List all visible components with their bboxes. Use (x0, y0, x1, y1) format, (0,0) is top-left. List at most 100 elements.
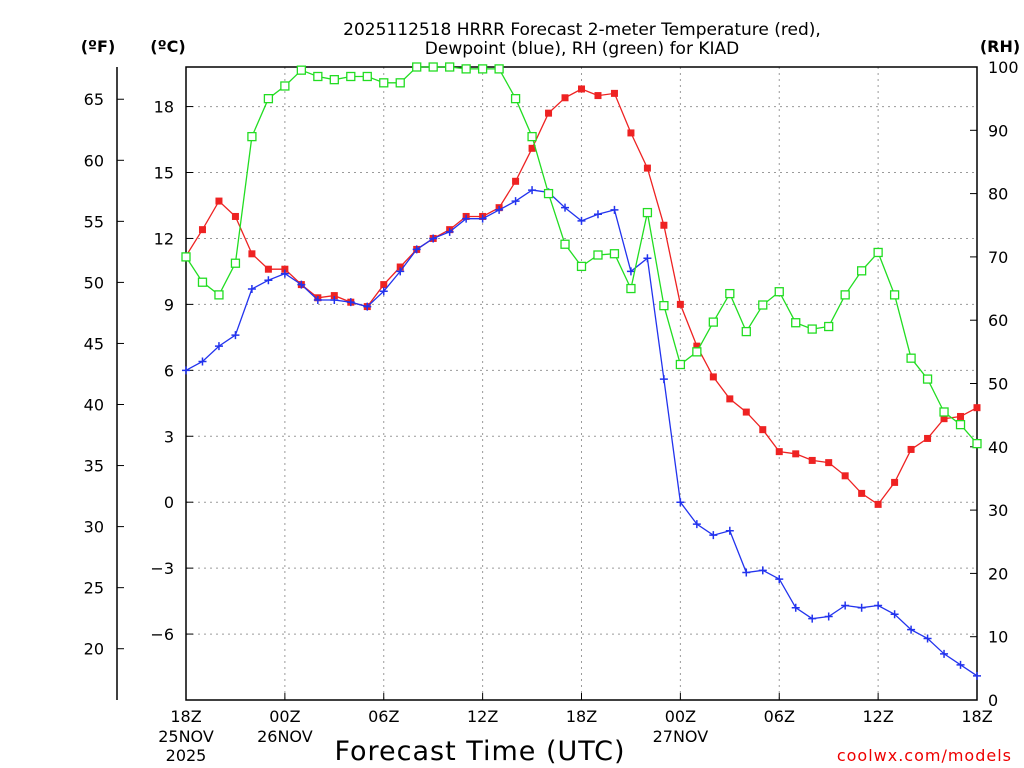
relative-humidity-point (329, 75, 339, 85)
fahrenheit-tick-label: 20 (84, 640, 104, 659)
fahrenheit-tick-label: 65 (84, 90, 104, 109)
dewpoint-point (742, 568, 751, 577)
relative-humidity-line (185, 66, 978, 445)
dewpoint-point (725, 526, 734, 535)
celsius-tick-label: 18 (154, 98, 174, 117)
source-credit[interactable]: coolwx.com/models (837, 746, 1012, 765)
dewpoint-point (264, 276, 273, 285)
relative-humidity-point (280, 81, 290, 91)
dewpoint-point (758, 566, 767, 575)
relative-humidity-point (659, 300, 669, 311)
temperature-point (874, 500, 882, 508)
relative-humidity-point (214, 290, 224, 300)
year-label: 2025 (166, 746, 207, 765)
relative-humidity-point (642, 207, 653, 218)
dewpoint-point (231, 331, 240, 340)
temperature-point (610, 89, 618, 97)
temperature-point (627, 129, 635, 137)
temperature-point (396, 263, 404, 271)
dewpoint-point (412, 245, 421, 254)
dewpoint-point (692, 520, 701, 529)
dewpoint-point (280, 269, 289, 278)
gridlines (186, 67, 977, 700)
relative-humidity-point (477, 64, 488, 74)
time-tick-label: 06Z (764, 707, 795, 726)
dewpoint-point (940, 649, 949, 658)
temperature-point (594, 92, 602, 100)
relative-humidity-point (708, 317, 718, 327)
dewpoint-point (511, 197, 520, 206)
dewpoint-point (808, 614, 817, 623)
temperature-point (528, 144, 536, 152)
dewpoint-point (643, 254, 652, 263)
relative-humidity-point (576, 261, 587, 272)
relative-humidity-point (807, 324, 817, 334)
temperature-point (561, 94, 569, 102)
time-tick-label: 00Z (269, 707, 300, 726)
relative-humidity-point (510, 94, 521, 104)
dewpoint-point (495, 205, 504, 214)
temperature-point (792, 450, 800, 458)
relative-humidity-point (346, 71, 356, 82)
relative-humidity-point (428, 62, 438, 72)
temperature-point (231, 212, 239, 220)
temperature-point (198, 226, 206, 234)
dewpoint-point (973, 671, 981, 680)
fahrenheit-tick-label: 30 (84, 518, 104, 537)
dewpoint-point (198, 357, 207, 366)
temperature-point (512, 177, 520, 185)
dewpoint-point (396, 267, 405, 276)
dewpoint-point (247, 284, 256, 293)
dewpoint-point (923, 634, 932, 643)
dewpoint-point (775, 575, 784, 584)
temperature-point (693, 342, 701, 350)
relative-humidity-point (362, 71, 372, 82)
temperature-point (709, 373, 717, 381)
relative-humidity-point (560, 239, 570, 249)
rh-tick-label: 70 (988, 248, 1008, 267)
relative-humidity-point (856, 266, 867, 276)
temperature-point (759, 426, 767, 434)
temperature-point (330, 292, 338, 300)
dewpoint-point (330, 295, 339, 304)
time-tick-label: 18Z (566, 707, 597, 726)
relative-humidity-point (626, 283, 636, 294)
celsius-tick-label: 6 (164, 361, 174, 380)
dewpoint-point (346, 298, 355, 307)
temperature-point (578, 85, 585, 93)
relative-humidity-point (824, 321, 834, 332)
fahrenheit-tick-label: 60 (84, 151, 104, 170)
relative-humidity-point (379, 78, 389, 88)
relative-humidity-point (741, 326, 751, 337)
relative-humidity-point (313, 71, 323, 82)
x-axis-label: Forecast Time (UTC) (334, 736, 625, 767)
fahrenheit-tick-label: 45 (84, 334, 104, 353)
temperature-point (281, 265, 289, 273)
dewpoint-point (676, 498, 685, 507)
dewpoint-point (445, 227, 454, 236)
fahrenheit-unit-label: (ºF) (81, 37, 116, 56)
plot-frame (185, 66, 978, 701)
relative-humidity-point (593, 250, 603, 260)
relative-humidity-point (395, 78, 405, 88)
dewpoint-point (626, 267, 635, 276)
date-label: 27NOV (653, 727, 709, 746)
fahrenheit-tick-label: 35 (84, 457, 104, 476)
temperature-point (248, 250, 256, 258)
time-tick-label: 12Z (467, 707, 498, 726)
rh-tick-label: 90 (988, 121, 1008, 140)
celsius-tick-label: 0 (164, 493, 174, 512)
rh-tick-label: 100 (988, 58, 1019, 77)
temperature-point (808, 456, 816, 464)
dewpoint-point (824, 612, 833, 621)
dewpoint-point (709, 531, 718, 540)
temperature-point (957, 412, 965, 420)
dewpoint-point (659, 375, 668, 384)
time-tick-label: 06Z (368, 707, 399, 726)
dewpoint-point (890, 610, 899, 619)
temperature-point (726, 395, 734, 403)
time-tick-label: 18Z (170, 707, 201, 726)
relative-humidity-point (296, 65, 307, 75)
relative-humidity-point (922, 374, 933, 384)
relative-humidity-point (230, 258, 241, 268)
